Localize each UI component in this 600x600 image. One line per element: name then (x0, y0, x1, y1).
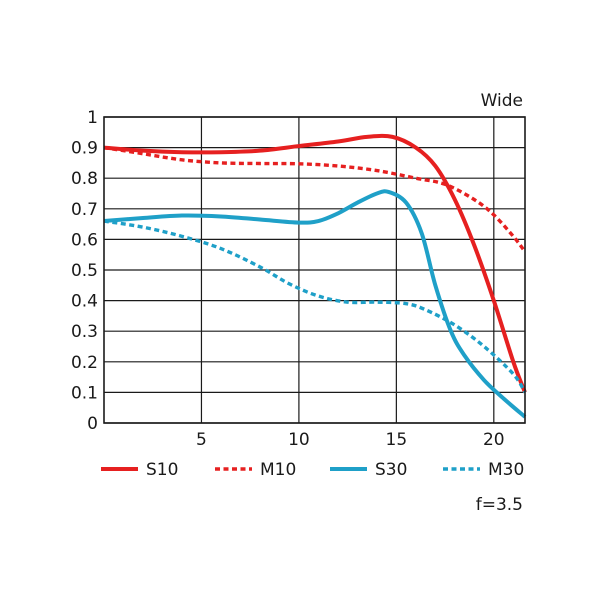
grid (104, 116, 525, 424)
y-tick-label: 0.9 (71, 139, 98, 159)
plot-frame (103, 116, 526, 424)
y-tick-label: 0.3 (71, 322, 98, 342)
series-line-s30 (103, 189, 527, 419)
y-axis-ticks: 0 0.1 0.2 0.3 0.4 0.5 0.6 0.7 0.8 0.9 1 (71, 108, 98, 434)
x-tick-label: 15 (386, 430, 408, 450)
legend-label-s10: S10 (146, 460, 178, 480)
legend-label-s30: S30 (375, 460, 407, 480)
series-line-m30 (103, 219, 527, 394)
series-layer (103, 133, 527, 419)
x-tick-label: 5 (196, 430, 207, 450)
series-line-s10 (103, 133, 527, 394)
series-line-m10 (103, 145, 527, 253)
y-tick-label: 0 (87, 414, 98, 434)
y-tick-label: 0.8 (71, 169, 98, 189)
legend-label-m10: M10 (260, 460, 296, 480)
y-tick-label: 0.6 (71, 230, 98, 250)
x-tick-label: 10 (288, 430, 310, 450)
y-tick-label: 0.4 (71, 292, 98, 312)
legend: S10 M10 S30 M30 (101, 460, 524, 480)
x-tick-label: 20 (483, 430, 505, 450)
y-tick-label: 0.5 (71, 261, 98, 281)
aperture-note: f=3.5 (476, 495, 523, 515)
y-tick-label: 1 (87, 108, 98, 128)
legend-label-m30: M30 (488, 460, 524, 480)
chart-title: Wide (481, 91, 523, 111)
x-axis-ticks: 5 10 15 20 (196, 430, 505, 450)
y-tick-label: 0.7 (71, 200, 98, 220)
y-tick-label: 0.2 (71, 353, 98, 373)
y-tick-label: 0.1 (71, 383, 98, 403)
